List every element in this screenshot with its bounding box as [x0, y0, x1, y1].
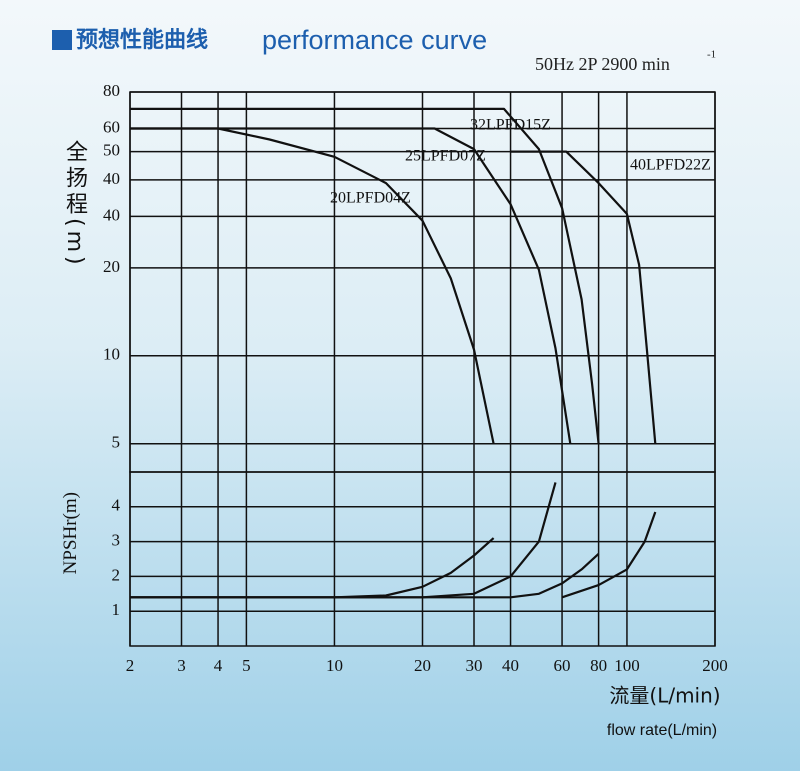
- curve: [130, 537, 495, 599]
- x-axis-label: 流量(L/min): [609, 684, 720, 708]
- curve: [130, 127, 495, 444]
- x-tick-label: 3: [177, 656, 186, 675]
- x-tick-label: 20: [414, 656, 431, 675]
- x-tick-label: 2: [126, 656, 135, 675]
- curve-label: 32LPFD15Z: [470, 117, 551, 134]
- y-tick-label: 80: [103, 81, 120, 100]
- curve: [561, 511, 657, 599]
- x-tick-label: 10: [326, 656, 343, 675]
- y-tick-label: 40: [103, 205, 120, 224]
- x-tick-label: 4: [214, 656, 223, 675]
- chart-title: 预想性能曲线: [76, 27, 208, 53]
- x-tick-label: 30: [466, 656, 483, 675]
- curve: [510, 150, 657, 444]
- y-tick-label: 50: [103, 141, 120, 160]
- y-tick-label: 60: [103, 117, 120, 136]
- x-tick-label: 60: [554, 656, 571, 675]
- y-axis-label: 全扬程(m): [62, 140, 87, 269]
- chart-subtitle: performance curve: [262, 25, 487, 55]
- y-tick-label: 2: [112, 565, 121, 584]
- curve-label: 40LPFD22Z: [630, 157, 711, 174]
- y-tick-label: 20: [103, 257, 120, 276]
- title-square: [52, 30, 72, 50]
- curve-label: 25LPFD07Z: [405, 148, 486, 165]
- x-axis-label-en: flow rate(L/min): [607, 722, 717, 739]
- y-tick-label: 4: [112, 496, 121, 515]
- curve: [130, 127, 572, 444]
- y-tick-label: 5: [112, 433, 121, 452]
- x-tick-label: 100: [614, 656, 640, 675]
- x-tick-label: 200: [702, 656, 728, 675]
- curve: [130, 107, 600, 444]
- condition-note-sup: -1: [707, 49, 716, 61]
- x-tick-label: 80: [590, 656, 607, 675]
- condition-note: 50Hz 2P 2900 min: [535, 54, 670, 74]
- y-tick-label: 3: [112, 531, 121, 550]
- y-tick-label: 40: [103, 169, 120, 188]
- y-tick-label: 10: [103, 345, 120, 364]
- curve: [130, 552, 600, 599]
- npsh-axis-label: NPSHr(m): [60, 492, 81, 575]
- x-tick-label: 5: [242, 656, 251, 675]
- x-tick-label: 40: [502, 656, 519, 675]
- curve-label: 20LPFD04Z: [330, 190, 411, 207]
- y-tick-label: 1: [112, 600, 121, 619]
